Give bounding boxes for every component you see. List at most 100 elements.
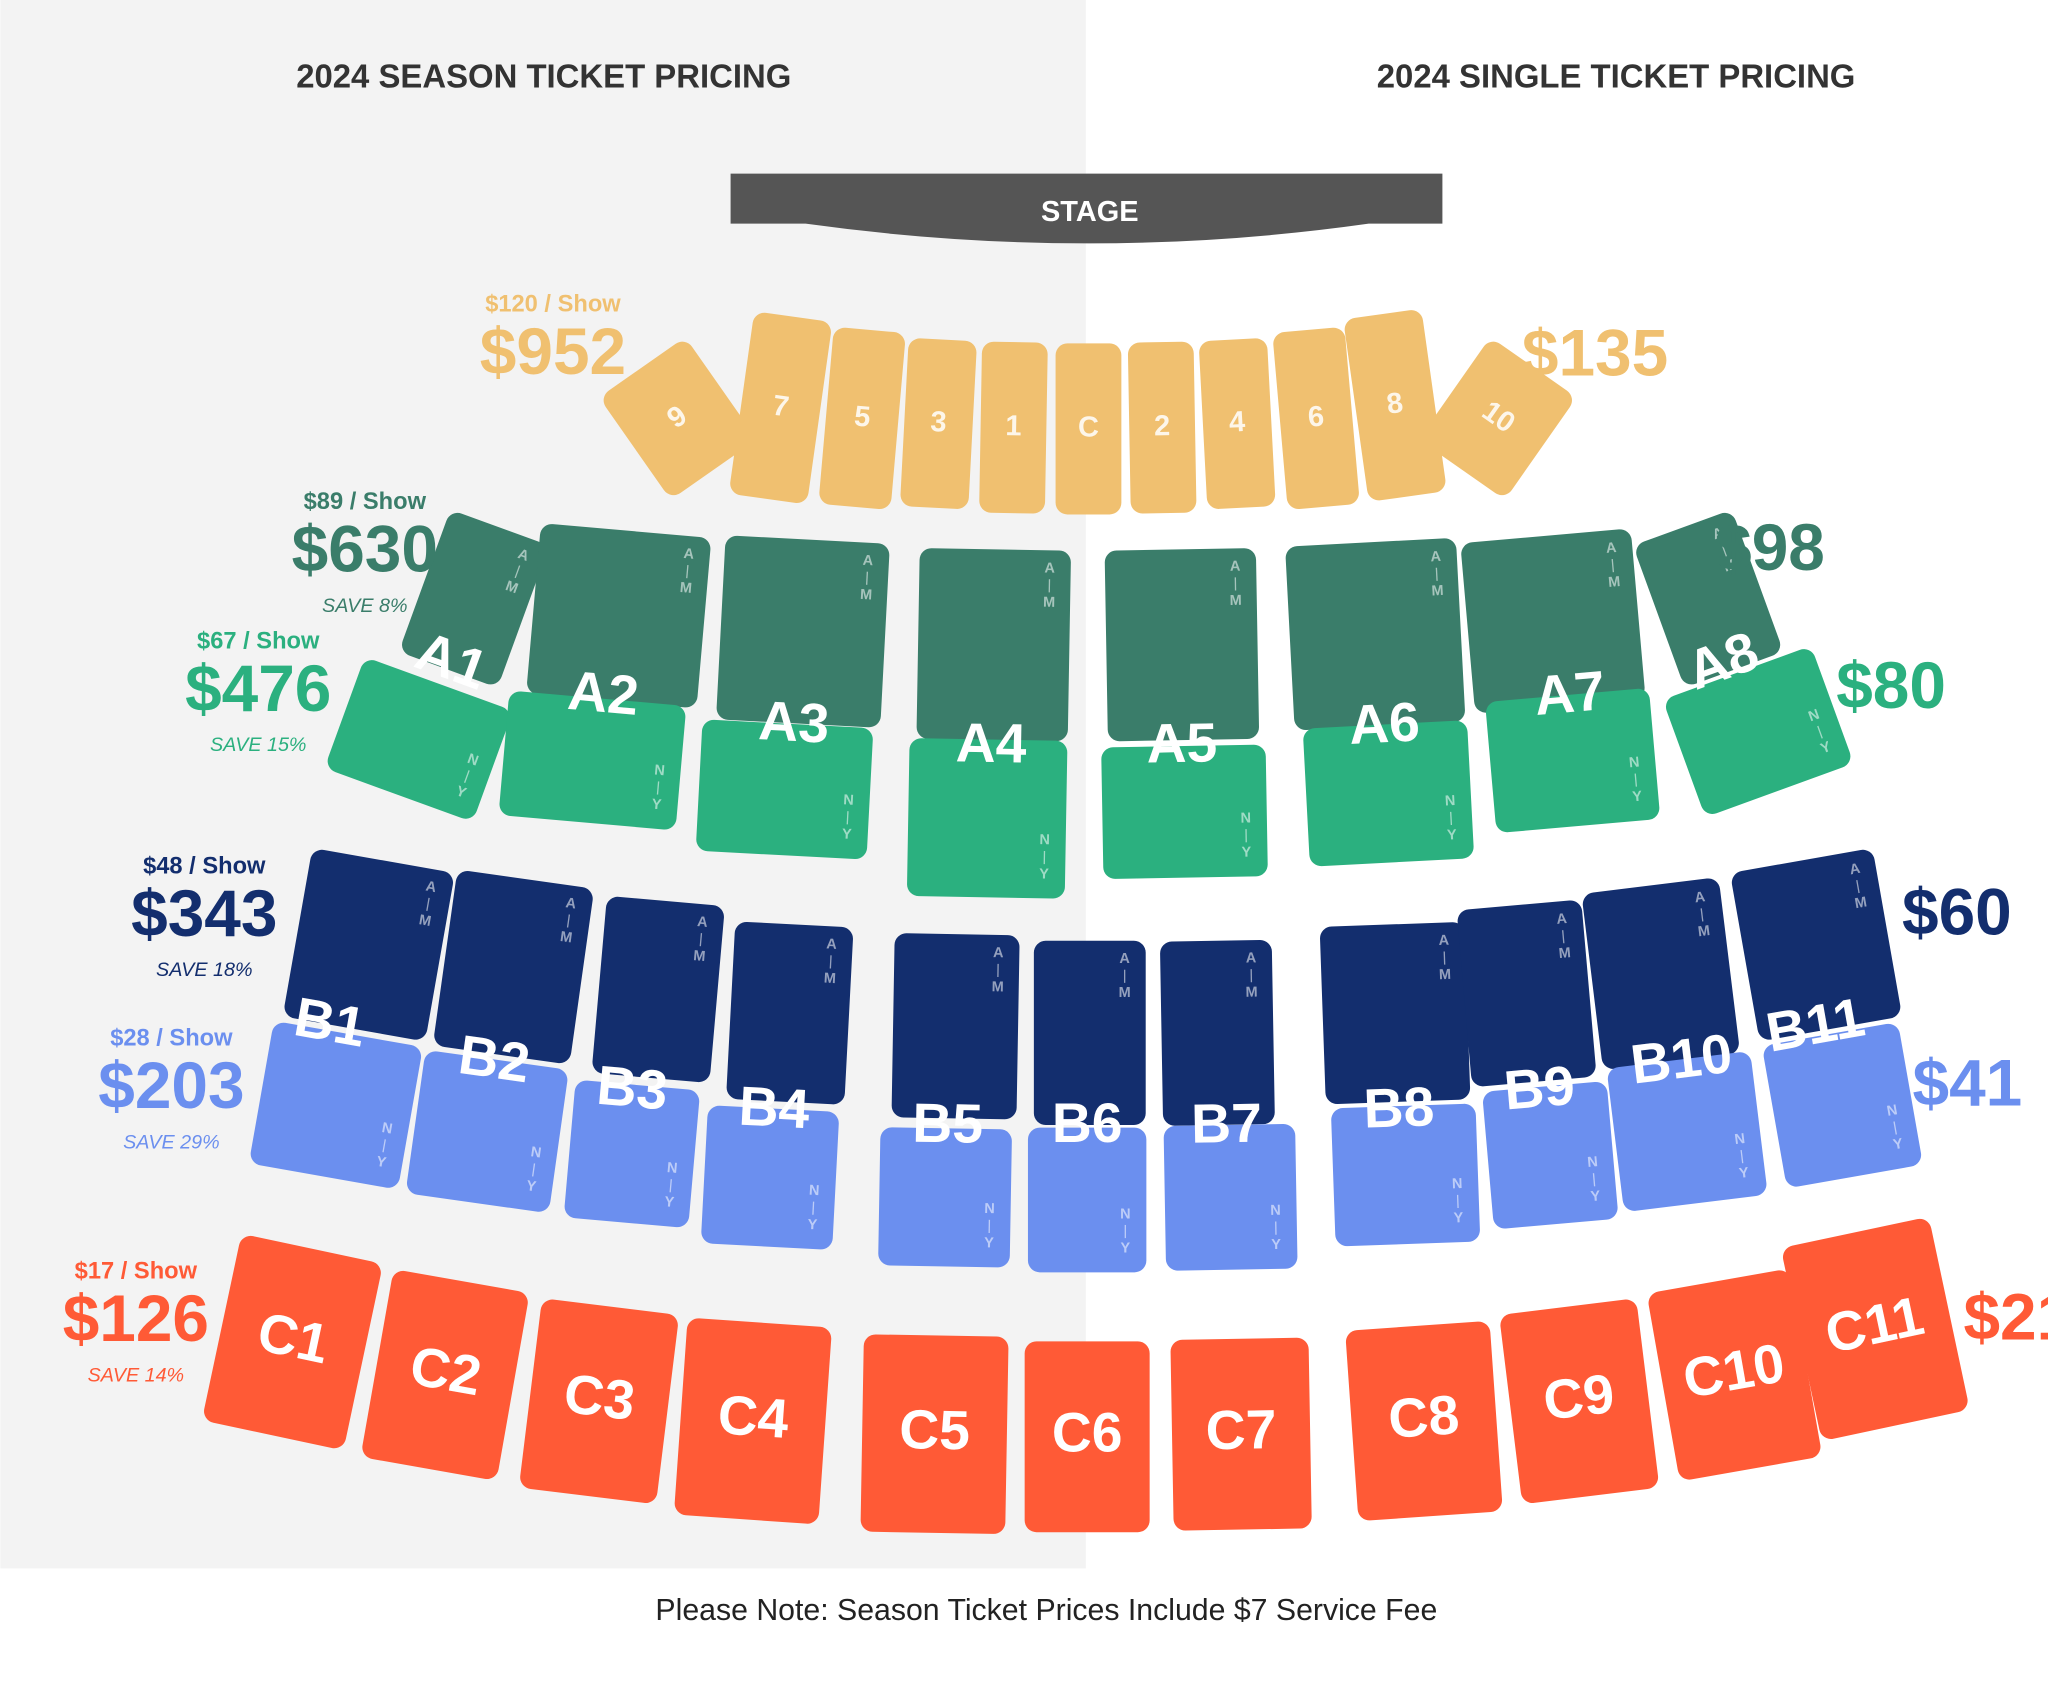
section-block — [1582, 878, 1739, 1069]
section-block — [1320, 922, 1471, 1105]
section: 7 — [730, 312, 831, 504]
section: AM — [916, 548, 1071, 742]
section-block — [1273, 327, 1359, 510]
section-block — [1127, 341, 1197, 514]
section-block — [362, 1270, 528, 1480]
section: NY — [1665, 649, 1851, 814]
section-block — [284, 849, 453, 1040]
section-label: C1 — [252, 1300, 334, 1375]
row-divider — [1450, 811, 1453, 826]
section-label: B6 — [1052, 1092, 1123, 1154]
section-block — [1500, 1299, 1659, 1504]
season-price: $476 — [185, 651, 331, 725]
row-end: M — [1439, 967, 1452, 983]
section-block — [1033, 940, 1146, 1125]
row-end: Y — [1632, 789, 1643, 806]
season-price: $126 — [63, 1281, 209, 1355]
row-divider — [866, 571, 869, 585]
section-block — [402, 512, 547, 685]
row-start: A — [424, 879, 438, 897]
savings: SAVE 8% — [322, 595, 408, 617]
section-block — [1648, 1270, 1821, 1480]
note: Please Note: Season Ticket Prices Includ… — [655, 1594, 1437, 1627]
section: NY — [1303, 720, 1474, 867]
savings: SAVE 14% — [88, 1364, 184, 1386]
section: AM — [592, 896, 724, 1083]
section-label: C3 — [561, 1362, 639, 1432]
row-end: M — [992, 979, 1004, 995]
row-start: A — [1430, 549, 1442, 566]
section: C2 — [362, 1270, 528, 1480]
single-price: $60 — [1902, 874, 2012, 948]
per-show-price: $120 / Show — [485, 292, 621, 318]
row-end: M — [1431, 583, 1444, 600]
row-end: M — [860, 587, 873, 604]
row-end: M — [503, 578, 520, 597]
stage-label: STAGE — [1041, 196, 1139, 228]
savings: SAVE 18% — [156, 959, 252, 981]
row-end: Y — [1892, 1136, 1905, 1153]
row-divider — [1700, 908, 1704, 922]
section: AM — [402, 512, 547, 685]
section-label: A2 — [565, 659, 641, 727]
section-block — [1665, 649, 1851, 814]
section-label: A6 — [1347, 690, 1421, 756]
section-block — [250, 1022, 422, 1188]
section-block — [1423, 341, 1572, 496]
row-end: M — [1230, 593, 1242, 609]
section-label: C — [1078, 412, 1099, 444]
per-show-price: $89 / Show — [304, 489, 427, 515]
section: C11 — [1782, 1218, 1968, 1439]
section-label: C4 — [716, 1383, 791, 1450]
row-end: M — [559, 929, 573, 947]
section-block — [406, 1051, 568, 1212]
section: AM — [891, 933, 1020, 1120]
section-block — [916, 548, 1071, 742]
section: AM — [716, 535, 890, 728]
row-divider — [514, 565, 521, 579]
section-block — [674, 1318, 832, 1524]
single-price: $80 — [1836, 648, 1946, 722]
row-start: A — [565, 895, 578, 912]
section: AM — [1104, 548, 1259, 742]
section-block — [819, 327, 905, 510]
section: 10 — [1423, 341, 1572, 496]
section-block — [1055, 343, 1122, 515]
row-divider — [1592, 1173, 1596, 1187]
section-label: C2 — [406, 1334, 486, 1407]
per-show-price: $67 / Show — [197, 628, 320, 654]
section-block — [1763, 1023, 1922, 1187]
section-label: A7 — [1532, 659, 1608, 727]
section-block — [204, 1235, 381, 1449]
section: 8 — [1344, 310, 1446, 501]
section-label: C8 — [1386, 1383, 1461, 1450]
row-start: A — [696, 914, 708, 931]
row-end: M — [679, 580, 692, 597]
section: C8 — [1345, 1321, 1503, 1521]
row-divider — [812, 1201, 815, 1215]
section-label: 6 — [1307, 400, 1326, 433]
section-block — [1331, 1103, 1480, 1247]
section-label: C5 — [899, 1398, 971, 1461]
single-price: $135 — [1522, 315, 1668, 389]
per-show-price: $17 / Show — [75, 1259, 198, 1285]
row-end: Y — [375, 1154, 388, 1171]
section: NY — [1163, 1124, 1298, 1271]
section: NY — [1485, 688, 1660, 833]
section-label: B10 — [1627, 1022, 1735, 1096]
section-block — [1483, 1081, 1618, 1229]
section: NY — [1607, 1052, 1767, 1211]
row-start: N — [1628, 754, 1640, 771]
row-end: Y — [1120, 1240, 1130, 1256]
row-start: A — [1694, 889, 1707, 906]
section: C3 — [520, 1299, 678, 1504]
section: NY — [701, 1105, 839, 1250]
section: NY — [1763, 1023, 1922, 1187]
single-price: $41 — [1913, 1045, 2023, 1119]
section-block — [564, 1080, 700, 1228]
section-block — [726, 921, 853, 1105]
section-label: C6 — [1052, 1401, 1123, 1463]
section-label: 1 — [1005, 410, 1022, 442]
row-start: N — [1240, 810, 1251, 826]
